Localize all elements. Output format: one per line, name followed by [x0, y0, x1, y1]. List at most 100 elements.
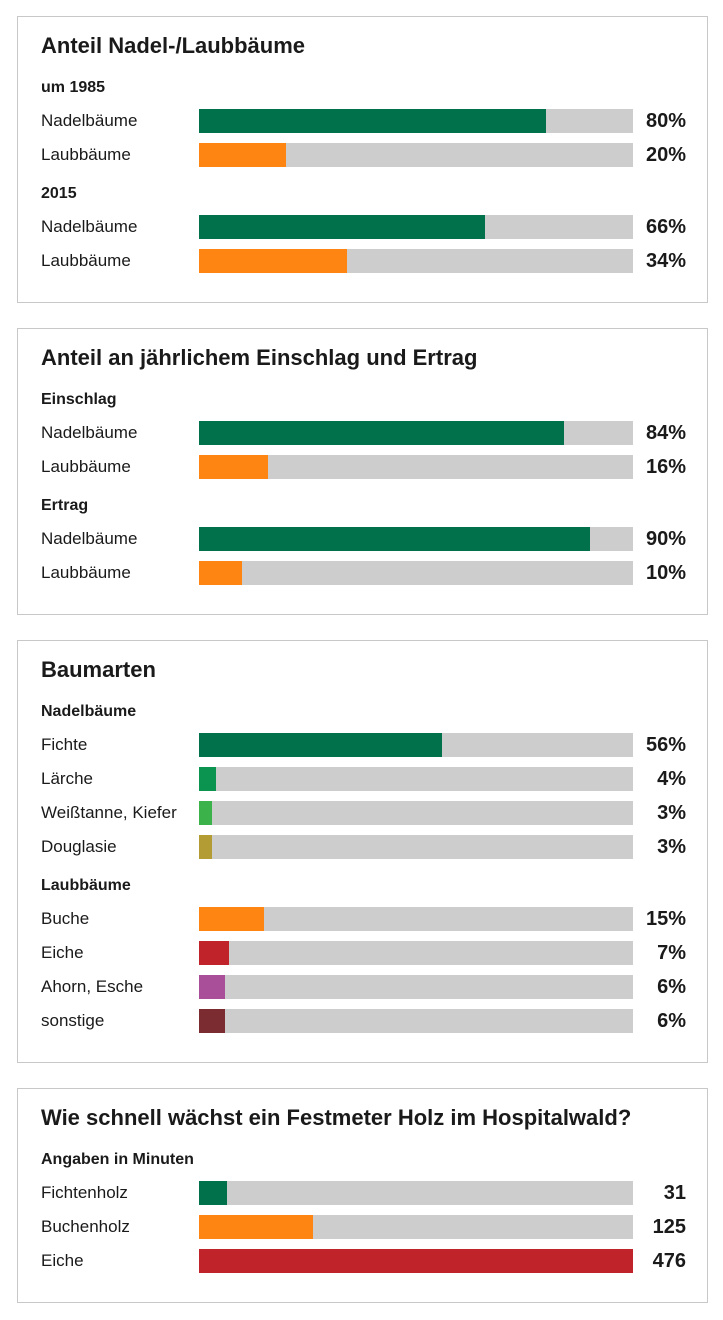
bar-track [199, 215, 633, 239]
bar-row: Laubbäume 16% [18, 450, 707, 484]
bar-value: 34% [645, 250, 686, 272]
bar-track [199, 975, 633, 999]
bar-value: 7% [657, 942, 686, 964]
bar-label: Nadelbäume [41, 529, 138, 548]
bar-row: Laubbäume 10% [18, 556, 707, 590]
bar-fill [199, 907, 265, 931]
group-heading: Laubbäume [41, 877, 131, 894]
group-heading: 2015 [41, 185, 77, 202]
bar-row: sonstige 6% [18, 1004, 707, 1038]
bar-track [199, 801, 633, 825]
chart-panel: Wie schnell wächst ein Festmeter Holz im… [17, 1088, 708, 1303]
bar-value: 66% [645, 216, 686, 238]
bar-value: 15% [645, 908, 686, 930]
bar-label: Nadelbäume [41, 423, 138, 442]
bar-track [199, 835, 633, 859]
bar-value: 56% [645, 734, 686, 756]
group-heading: Angaben in Minuten [41, 1151, 194, 1168]
panel-title: Baumarten [41, 657, 156, 682]
bar-row: Buchenholz 125 [18, 1210, 707, 1244]
panel-title: Anteil Nadel-/Laubbäume [41, 33, 306, 58]
bar-track [199, 455, 633, 479]
chart-panel: Anteil an jährlichem Einschlag und Ertra… [17, 328, 708, 615]
bar-value: 20% [645, 144, 686, 166]
bar-row: Douglasie 3% [18, 830, 707, 864]
bar-row: Lärche 4% [18, 762, 707, 796]
bar-track [199, 109, 633, 133]
bar-value: 4% [657, 768, 686, 790]
bar-label: Laubbäume [41, 457, 131, 476]
group-heading: Ertrag [41, 497, 89, 514]
group-heading: Einschlag [41, 391, 117, 408]
bar-row: Laubbäume 20% [18, 138, 707, 172]
bar-row: Nadelbäume 66% [18, 210, 707, 244]
bar-value: 125 [652, 1216, 686, 1238]
bar-track [199, 143, 633, 167]
bar-value: 16% [645, 456, 686, 478]
bar-value: 84% [645, 422, 686, 444]
bar-track [199, 1249, 633, 1273]
bar-label: Lärche [41, 769, 93, 788]
bar-fill [199, 941, 230, 965]
bar-fill [199, 215, 486, 239]
bar-label: Nadelbäume [41, 217, 138, 236]
bar-track [199, 249, 633, 273]
bar-label: sonstige [41, 1011, 105, 1030]
chart-panel: Anteil Nadel-/Laubbäume um 1985 Nadelbäume… [17, 16, 708, 303]
bar-value: 476 [652, 1250, 686, 1272]
bar-row: Nadelbäume 80% [18, 104, 707, 138]
bar-fill [199, 421, 564, 445]
bar-value: 3% [657, 802, 686, 824]
bar-value: 80% [645, 110, 686, 132]
bar-value: 10% [645, 562, 686, 584]
group-heading: um 1985 [41, 79, 106, 96]
bar-label: Weißtanne, Kiefer [41, 803, 177, 822]
bar-fill [199, 1181, 228, 1205]
bar-fill [199, 561, 243, 585]
bar-fill [199, 975, 226, 999]
chart-panel: Baumarten Nadelbäume Fichte 56% Lärche 4% Weiß… [17, 640, 708, 1063]
bar-row: Eiche 476 [18, 1244, 707, 1278]
bar-row: Buche 15% [18, 902, 707, 936]
bar-track [199, 733, 633, 757]
bar-fill [199, 527, 590, 551]
bar-track [199, 907, 633, 931]
bar-fill [199, 1215, 313, 1239]
bar-value: 6% [657, 1010, 686, 1032]
bar-fill [199, 143, 286, 167]
bar-value: 90% [645, 528, 686, 550]
bar-row: Nadelbäume 90% [18, 522, 707, 556]
bar-fill [199, 767, 217, 791]
bar-row: Weißtanne, Kiefer 3% [18, 796, 707, 830]
bar-value: 6% [657, 976, 686, 998]
bar-fill [199, 835, 213, 859]
bar-fill [199, 109, 547, 133]
bar-track [199, 561, 633, 585]
bar-fill [199, 801, 213, 825]
bar-track [199, 527, 633, 551]
bar-label: Buche [41, 909, 90, 928]
bar-label: Nadelbäume [41, 111, 138, 130]
bar-label: Douglasie [41, 837, 117, 856]
bar-label: Ahorn, Esche [41, 977, 144, 996]
bar-track [199, 1009, 633, 1033]
bar-fill [199, 249, 347, 273]
bar-fill [199, 1249, 633, 1273]
group-heading: Nadelbäume [41, 703, 137, 720]
bar-label: Laubbäume [41, 145, 131, 164]
bar-row: Eiche 7% [18, 936, 707, 970]
bar-fill [199, 1009, 226, 1033]
bar-row: Fichte 56% [18, 728, 707, 762]
bar-row: Nadelbäume 84% [18, 416, 707, 450]
bar-track [199, 1215, 633, 1239]
bar-value: 3% [657, 836, 686, 858]
bar-row: Fichtenholz 31 [18, 1176, 707, 1210]
bar-track [199, 421, 633, 445]
bar-fill [199, 455, 269, 479]
bar-track [199, 941, 633, 965]
bar-row: Laubbäume 34% [18, 244, 707, 278]
bar-label: Laubbäume [41, 563, 131, 582]
bar-value: 31 [663, 1182, 686, 1204]
bar-row: Ahorn, Esche 6% [18, 970, 707, 1004]
